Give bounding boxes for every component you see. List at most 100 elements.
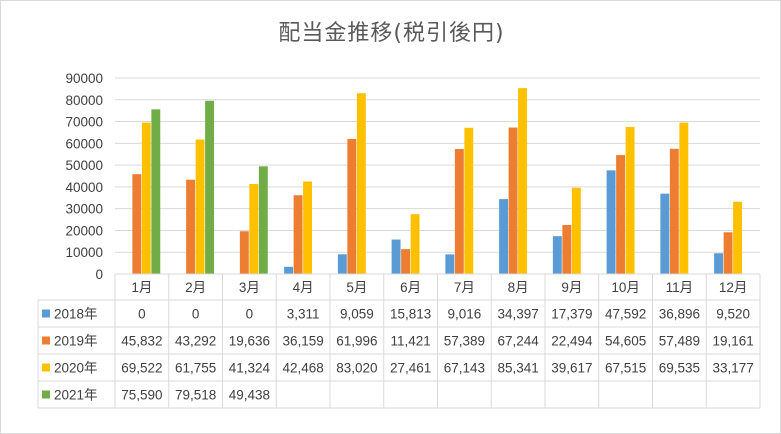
data-table-cell: 19,161 (712, 334, 753, 349)
y-tick-label: 30000 (65, 202, 103, 217)
chart-title: 配当金推移(税引後円) (278, 21, 505, 46)
category-label: 11月 (666, 280, 694, 295)
data-table-cell: 42,468 (282, 361, 323, 376)
bar-2020年-6月 (410, 214, 420, 274)
bar-2020年-9月 (571, 187, 581, 274)
y-tick-label: 10000 (65, 245, 103, 260)
legend-label: 2019年 (54, 334, 98, 349)
bar-2018年-7月 (445, 254, 455, 274)
data-table-cell: 39,617 (551, 361, 592, 376)
bar-2018年-6月 (391, 239, 401, 274)
category-label: 12月 (719, 280, 748, 295)
bar-2020年-5月 (356, 93, 366, 274)
data-table-cell: 0 (246, 307, 254, 322)
category-label: 1月 (131, 280, 152, 295)
legend-label: 2021年 (54, 388, 98, 403)
bar-2021年-1月 (151, 109, 161, 274)
bar-2019年-12月 (723, 232, 733, 274)
y-tick-label: 70000 (65, 115, 103, 130)
category-label: 4月 (293, 280, 314, 295)
category-label: 2月 (185, 280, 206, 295)
bar-2019年-1月 (132, 174, 142, 274)
data-table-cell: 57,389 (444, 334, 485, 349)
data-table-cell: 15,813 (390, 307, 431, 322)
y-tick-label: 20000 (65, 223, 103, 238)
bar-2020年-2月 (195, 139, 205, 274)
bar-2018年-8月 (499, 199, 509, 274)
data-table-cell: 75,590 (121, 388, 162, 403)
bar-2021年-2月 (205, 100, 215, 274)
legend-key-2020年 (42, 363, 50, 372)
data-table-cell: 27,461 (390, 361, 431, 376)
bar-2021年-3月 (258, 166, 268, 274)
data-table-cell: 49,438 (229, 388, 270, 403)
data-table-cell: 0 (138, 307, 146, 322)
bar-2019年-2月 (186, 179, 196, 274)
y-tick-label: 0 (95, 267, 103, 282)
category-label: 10月 (611, 280, 640, 295)
legend-key-2018年 (42, 309, 50, 318)
category-label: 7月 (454, 280, 475, 295)
data-table-cell: 67,143 (444, 361, 485, 376)
data-table-cell: 61,996 (336, 334, 377, 349)
data-table-cell: 19,636 (229, 334, 270, 349)
data-table-cell: 9,016 (447, 307, 481, 322)
y-tick-label: 50000 (65, 158, 103, 173)
data-table-cell: 85,341 (497, 361, 538, 376)
data-table-cell: 41,324 (229, 361, 271, 376)
bar-2019年-5月 (347, 138, 357, 274)
y-tick-label: 90000 (65, 71, 103, 86)
bar-2020年-3月 (249, 184, 259, 274)
bar-2019年-4月 (293, 195, 303, 274)
bar-2018年-9月 (552, 236, 562, 274)
bar-2019年-11月 (669, 148, 679, 274)
bar-2018年-10月 (606, 170, 616, 274)
y-tick-label: 40000 (65, 180, 103, 195)
data-table-cell: 9,059 (340, 307, 374, 322)
bar-2020年-8月 (518, 88, 528, 274)
data-table-cell: 47,592 (605, 307, 646, 322)
category-label: 6月 (400, 280, 421, 295)
data-table-cell: 33,177 (712, 361, 753, 376)
bar-2018年-11月 (660, 193, 670, 274)
legend-key-2019年 (42, 336, 50, 345)
data-table-cell: 0 (192, 307, 200, 322)
data-table-cell: 69,522 (121, 361, 162, 376)
category-label: 9月 (561, 280, 582, 295)
bar-2018年-4月 (284, 266, 294, 274)
data-table-cell: 67,515 (605, 361, 646, 376)
bar-2020年-1月 (141, 122, 151, 275)
category-label: 3月 (239, 280, 260, 295)
bar-2019年-8月 (508, 127, 518, 274)
data-table-cell: 61,755 (175, 361, 216, 376)
bar-2019年-7月 (454, 149, 464, 274)
y-tick-label: 60000 (65, 136, 103, 151)
bar-2020年-7月 (464, 127, 474, 274)
data-table-cell: 45,832 (121, 334, 162, 349)
category-label: 5月 (346, 280, 367, 295)
data-table-cell: 57,489 (659, 334, 700, 349)
legend-label: 2018年 (54, 307, 98, 322)
bar-2018年-12月 (714, 253, 724, 274)
legend-label: 2020年 (54, 361, 98, 376)
bar-2019年-9月 (562, 225, 572, 274)
data-table-cell: 11,421 (390, 334, 430, 349)
data-table-cell: 17,379 (551, 307, 592, 322)
data-table-cell: 22,494 (551, 334, 593, 349)
data-table-cell: 54,605 (605, 334, 646, 349)
y-tick-label: 80000 (65, 93, 103, 108)
bar-2020年-10月 (625, 126, 635, 274)
data-table-cell: 36,159 (282, 334, 323, 349)
bar-2018年-5月 (337, 254, 347, 274)
bar-2020年-12月 (733, 201, 743, 274)
data-table-cell: 3,311 (287, 307, 320, 322)
data-table-cell: 9,520 (716, 307, 750, 322)
data-table-cell: 67,244 (497, 334, 539, 349)
category-label: 8月 (508, 280, 529, 295)
data-table-cell: 43,292 (175, 334, 216, 349)
bar-2019年-6月 (401, 249, 411, 274)
bar-2019年-10月 (616, 155, 626, 274)
bar-2020年-4月 (303, 181, 313, 274)
